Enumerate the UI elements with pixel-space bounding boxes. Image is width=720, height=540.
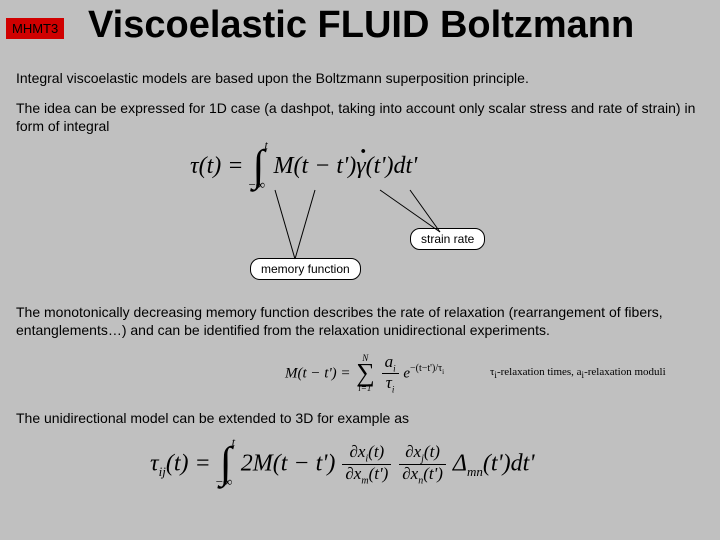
callout-strain-rate: strain rate: [410, 228, 485, 250]
equation-1: τ(t) = t ∫ −∞ M(t − t')γ(t')dt': [190, 148, 417, 187]
annotation-relaxation: τi-relaxation times, ai-relaxation modul…: [490, 366, 666, 380]
page-title: Viscoelastic FLUID Boltzmann: [88, 4, 634, 47]
paragraph-3: The monotonically decreasing memory func…: [16, 304, 708, 339]
paragraph-2: The idea can be expressed for 1D case (a…: [16, 100, 708, 135]
course-badge: MHMT3: [6, 18, 64, 39]
paragraph-4: The unidirectional model can be extended…: [16, 410, 708, 428]
equation-memory-series: M(t − t') = N ∑ i=1 aiτi e−(t−t')/τi: [285, 353, 444, 395]
equation-2: τij(t) = t ∫ −∞ 2M(t − t') ∂xi(t)∂xm(t')…: [150, 443, 534, 487]
callout-connector-memory: [225, 185, 345, 265]
callout-memory-function: memory function: [250, 258, 361, 280]
paragraph-1: Integral viscoelastic models are based u…: [16, 70, 708, 88]
